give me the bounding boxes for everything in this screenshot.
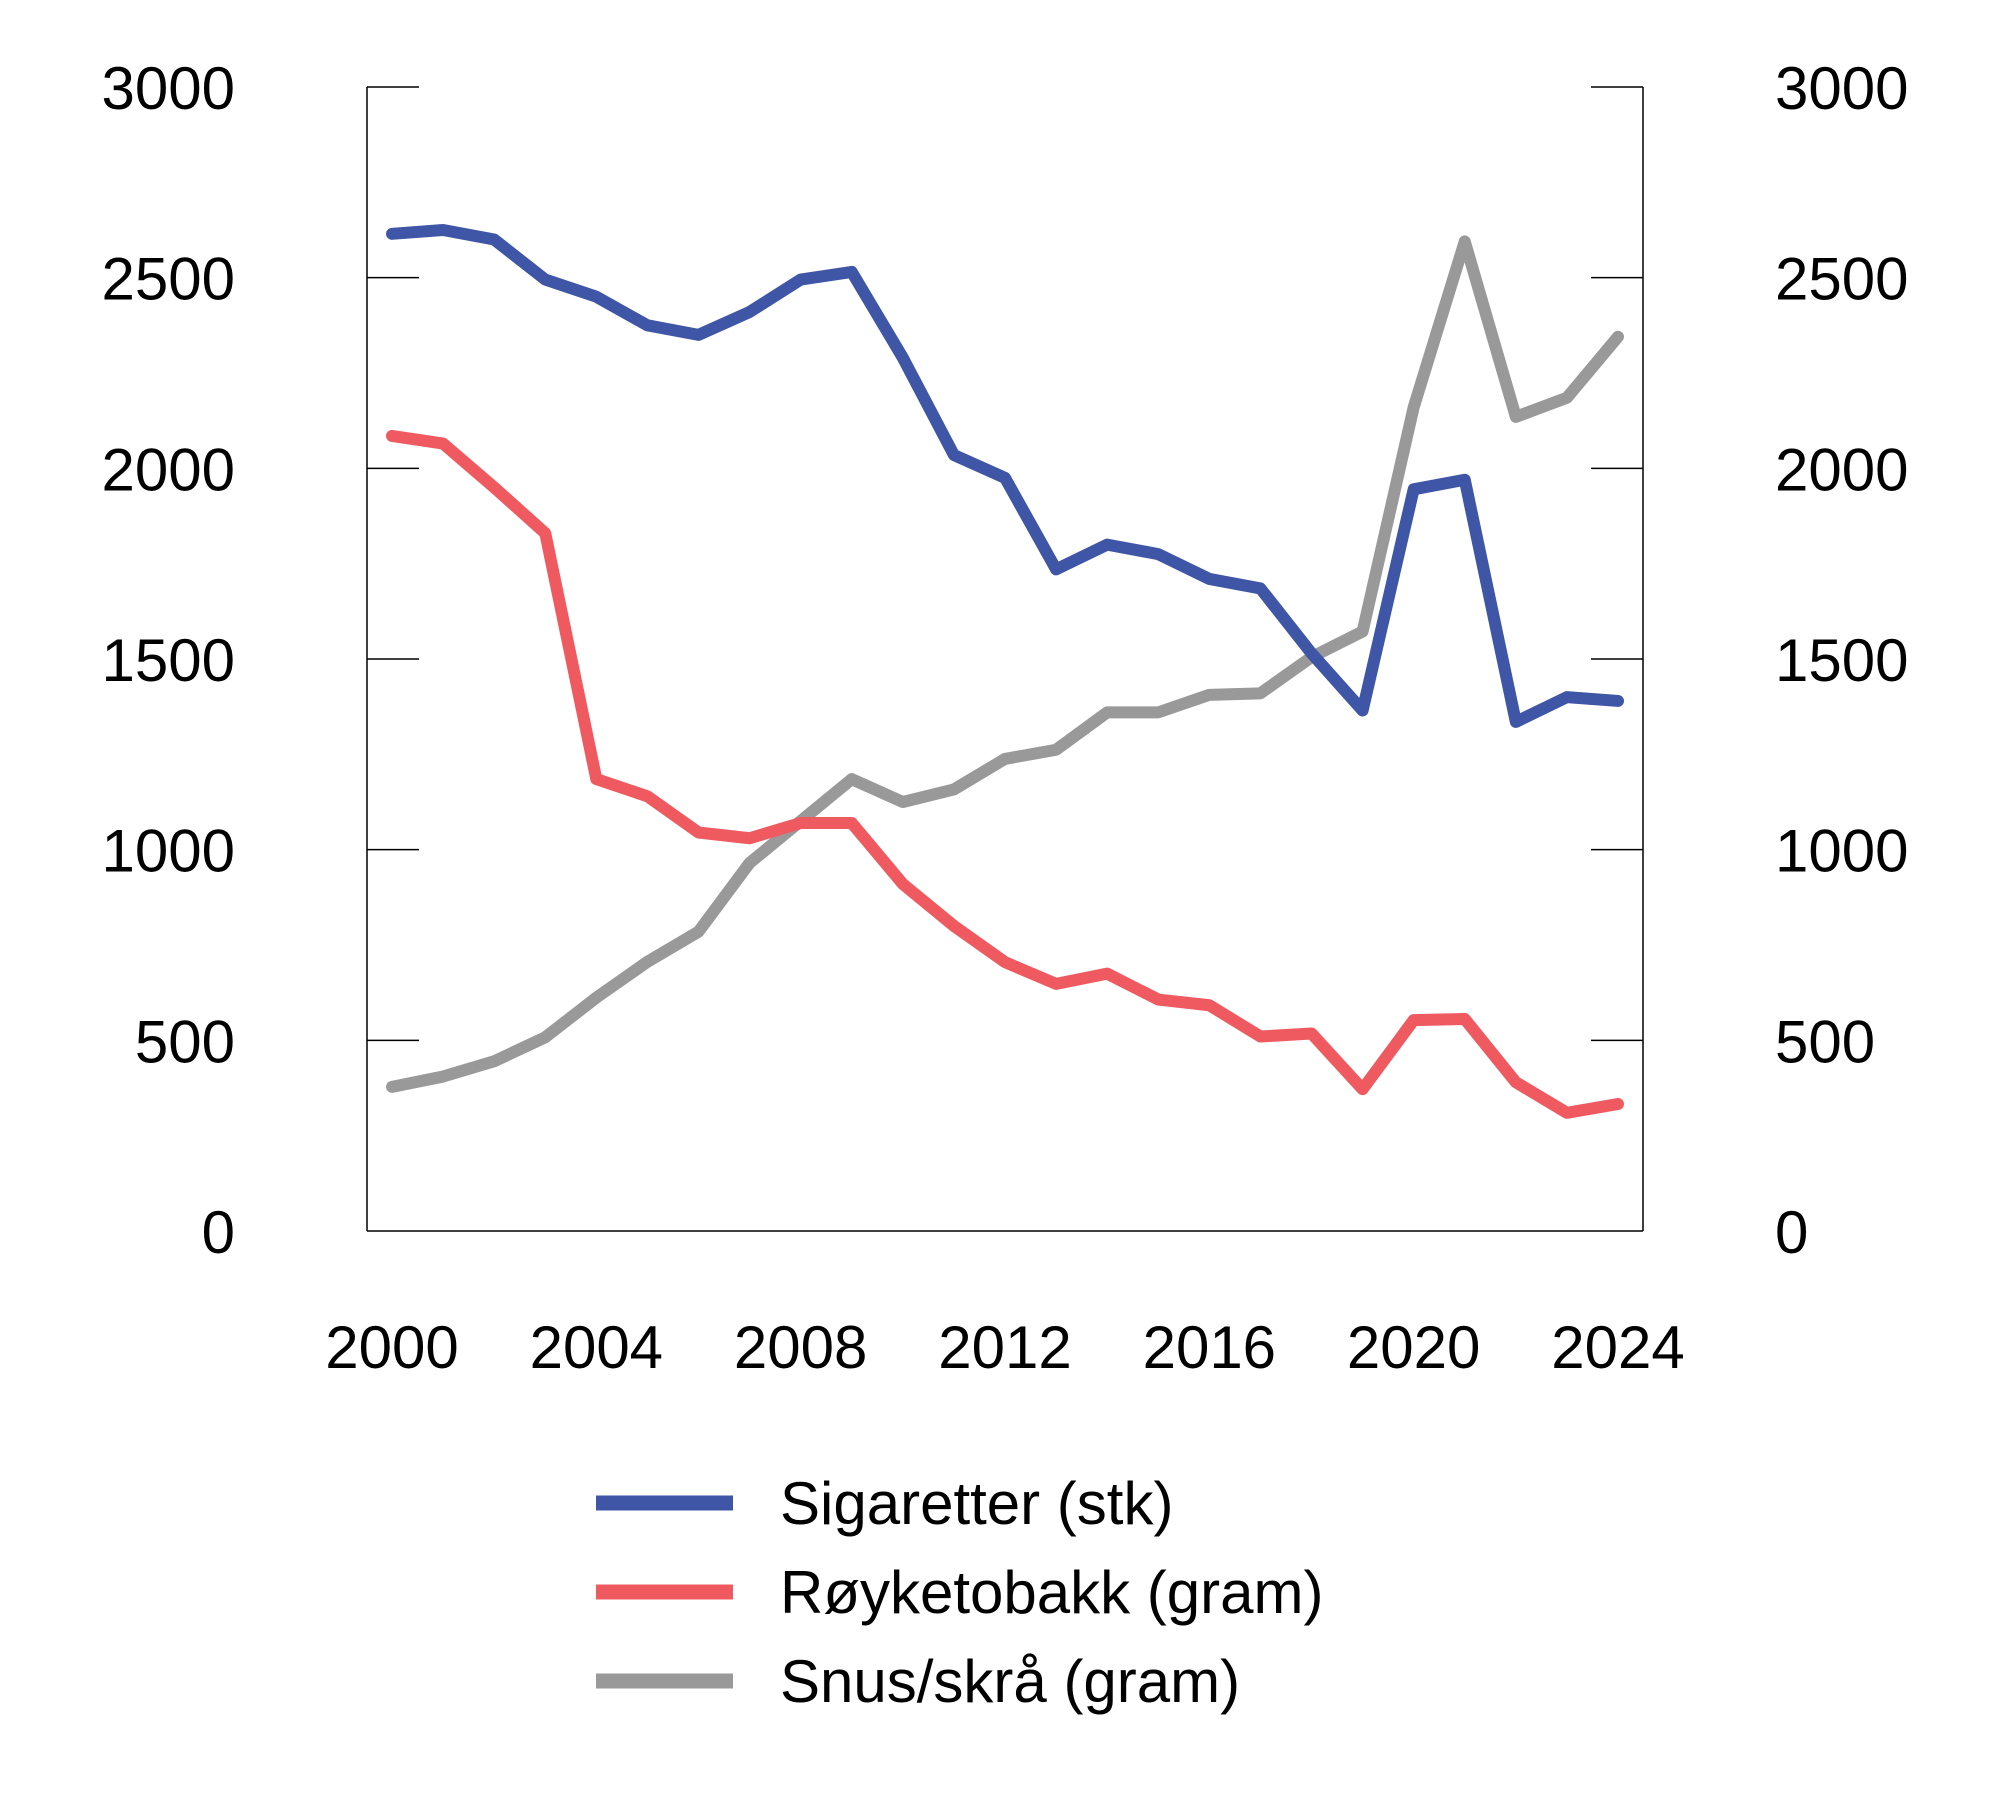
legend-label-2: Snus/skrå (gram) [780,1648,1240,1715]
left-y-tick-label: 2000 [102,436,235,503]
legend-label-1: Røyketobakk (gram) [780,1559,1323,1626]
right-y-tick-label: 0 [1775,1199,1808,1266]
x-tick-label: 2008 [734,1314,867,1381]
series-line-0 [386,224,1624,728]
left-y-tick-label: 500 [135,1008,235,1075]
right-y-tick-label: 2000 [1775,436,1908,503]
x-tick-label: 2024 [1551,1314,1684,1381]
x-tick-label: 2012 [938,1314,1071,1381]
x-tick-label: 2016 [1143,1314,1276,1381]
left-y-tick-label: 2500 [102,246,235,313]
axes: 0 0 500 500 1000 1000 1500 1500 2000 2000 2500 2500… [102,55,1909,1381]
right-y-tick-label: 1500 [1775,627,1908,694]
series-line-2 [386,235,1624,1093]
left-y-tick-label: 0 [202,1199,235,1266]
left-y-tick-label: 3000 [102,55,235,122]
left-y-tick-label: 1500 [102,627,235,694]
series-line-1 [386,429,1624,1119]
x-tick-label: 2004 [530,1314,663,1381]
right-y-tick-label: 3000 [1775,55,1908,122]
right-y-tick-label: 2500 [1775,246,1908,313]
right-y-tick-label: 500 [1775,1008,1875,1075]
x-tick-label: 2020 [1347,1314,1480,1381]
x-tick-label: 2000 [325,1314,458,1381]
left-y-tick-label: 1000 [102,818,235,885]
right-y-tick-label: 1000 [1775,818,1908,885]
legend-label-0: Sigaretter (stk) [780,1470,1173,1537]
legend: Sigaretter (stk) Røyketobakk (gram) Snus/s… [596,1470,1323,1715]
series-lines [386,224,1624,1119]
